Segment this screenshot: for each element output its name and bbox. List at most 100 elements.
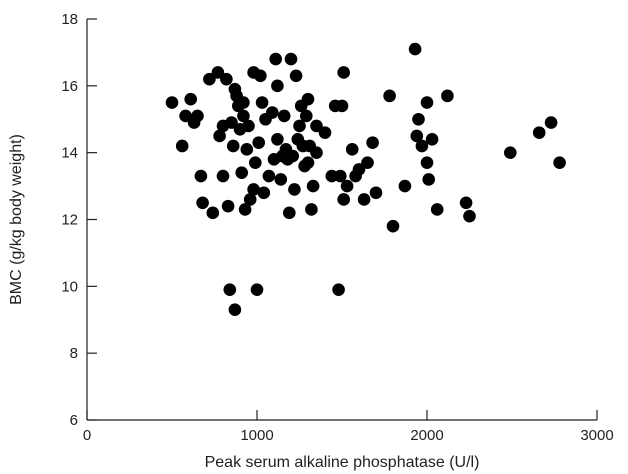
y-tick-label: 8 <box>70 345 78 362</box>
data-point <box>430 203 444 216</box>
data-points <box>165 42 566 317</box>
data-point <box>274 173 288 186</box>
data-point <box>293 119 306 133</box>
data-point <box>459 196 473 210</box>
data-point <box>301 92 315 106</box>
data-point <box>271 79 284 93</box>
data-point <box>415 139 429 153</box>
data-point <box>408 42 422 56</box>
data-point <box>369 186 383 200</box>
data-point <box>463 209 476 223</box>
data-point <box>334 169 347 183</box>
data-point <box>254 69 267 83</box>
data-point <box>252 136 265 149</box>
data-point <box>266 106 279 119</box>
data-point <box>228 303 242 317</box>
data-point <box>249 156 262 169</box>
data-point <box>366 136 379 149</box>
y-tick-label: 12 <box>61 212 78 229</box>
data-point <box>410 129 424 143</box>
data-point <box>242 119 255 133</box>
data-point <box>175 139 189 153</box>
data-point <box>255 96 269 109</box>
data-point <box>269 52 283 66</box>
data-point <box>288 183 301 196</box>
data-point <box>504 146 517 159</box>
data-point <box>301 156 315 169</box>
data-point <box>318 126 332 139</box>
data-point <box>420 96 434 109</box>
data-point <box>310 119 323 133</box>
x-tick-label: 3000 <box>580 427 613 444</box>
data-point <box>243 193 257 206</box>
y-tick-label: 16 <box>61 78 78 95</box>
data-point <box>420 156 434 169</box>
data-point <box>412 112 425 126</box>
data-point <box>165 96 179 109</box>
data-point <box>532 126 546 139</box>
data-point <box>211 66 225 79</box>
data-point <box>237 109 250 123</box>
data-point <box>203 72 216 86</box>
data-point <box>398 179 412 193</box>
data-point <box>345 143 359 156</box>
data-point <box>352 163 366 176</box>
data-point <box>386 219 400 233</box>
data-point <box>194 169 208 183</box>
data-point <box>306 179 320 193</box>
data-point <box>223 283 237 296</box>
data-point <box>544 116 558 129</box>
data-point <box>305 203 318 216</box>
y-tick-label: 10 <box>61 278 78 295</box>
y-axis-label: BMC (g/kg body weight) <box>8 134 25 305</box>
data-point <box>221 199 235 213</box>
y-tick-label: 18 <box>61 11 78 28</box>
data-point <box>226 139 240 153</box>
data-point <box>247 183 260 196</box>
data-point <box>225 116 238 129</box>
data-point <box>441 89 454 103</box>
data-point <box>262 169 276 183</box>
x-tick-label: 2000 <box>410 427 443 444</box>
x-tick-label: 1000 <box>240 427 273 444</box>
data-point <box>213 129 226 143</box>
x-axis-label: Peak serum alkaline phosphatase (U/l) <box>205 454 480 471</box>
data-point <box>332 283 345 296</box>
data-point <box>337 193 351 206</box>
data-point <box>300 109 313 123</box>
y-ticks: 6 8 10 12 14 16 18 <box>61 11 97 429</box>
data-point <box>206 206 220 220</box>
y-tick-label: 14 <box>61 145 78 162</box>
data-point <box>361 156 374 169</box>
data-point <box>340 179 354 193</box>
data-point <box>179 109 192 123</box>
data-point <box>257 186 271 200</box>
data-point <box>335 99 349 113</box>
data-point <box>284 52 298 66</box>
data-point <box>235 166 248 180</box>
data-point <box>357 193 371 206</box>
data-point <box>337 66 351 79</box>
data-point <box>277 109 291 123</box>
data-point <box>216 169 230 183</box>
data-point <box>425 133 439 146</box>
data-point <box>196 196 209 210</box>
data-point <box>383 89 396 103</box>
data-point <box>271 133 284 146</box>
data-point <box>238 203 252 216</box>
x-tick-label: 0 <box>83 427 91 444</box>
data-point <box>310 146 323 159</box>
data-point <box>422 173 436 186</box>
data-point <box>283 206 296 220</box>
data-point <box>191 109 204 123</box>
axes <box>86 19 597 421</box>
data-point <box>553 156 566 169</box>
data-point <box>220 72 233 86</box>
data-point <box>289 69 303 83</box>
data-point <box>240 143 254 156</box>
x-ticks: 0 1000 2000 3000 <box>83 410 614 444</box>
data-point <box>286 149 300 163</box>
data-point <box>237 96 250 109</box>
y-tick-label: 6 <box>70 412 78 429</box>
